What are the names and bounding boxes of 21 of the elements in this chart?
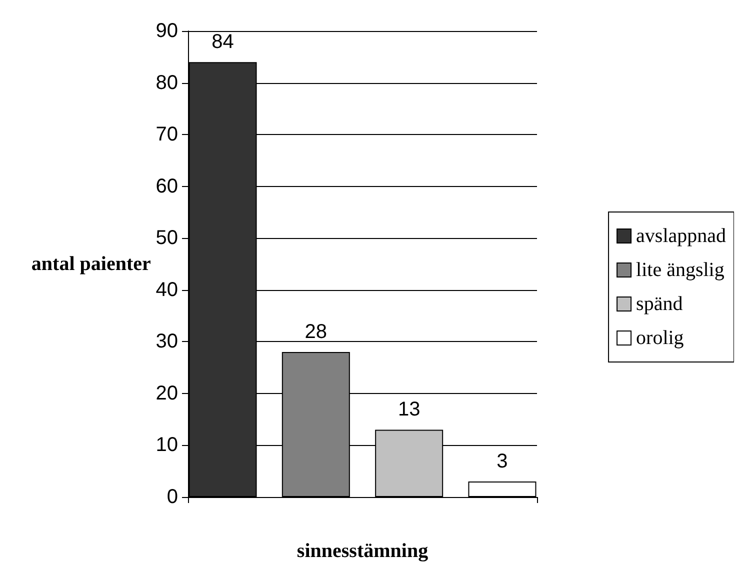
y-tick-label: 40 [156, 278, 178, 301]
legend-label: spänd [636, 293, 683, 315]
data-label: 3 [496, 450, 508, 472]
data-label: 28 [304, 321, 328, 344]
y-tick-label: 70 [156, 124, 178, 146]
y-tick-label: 80 [156, 72, 178, 94]
y-tick-label: 10 [156, 434, 178, 456]
y-tick-label: 50 [156, 227, 178, 250]
data-label: 84 [212, 31, 234, 54]
legend-label: orolig [636, 327, 684, 349]
legend-label: avslappnad [636, 225, 726, 247]
bar [468, 481, 536, 497]
x-axis-title: sinnesstämning [296, 540, 428, 562]
y-axis-title: antal paienter [31, 253, 151, 275]
y-tick-label: 0 [166, 486, 178, 508]
y-tick-label: 90 [156, 20, 178, 42]
data-label: 13 [398, 398, 420, 421]
y-tick-label: 30 [156, 330, 178, 353]
y-tick-label: 20 [156, 382, 178, 404]
legend-label: lite ängslig [636, 259, 724, 281]
y-tick-label: 60 [156, 175, 178, 198]
